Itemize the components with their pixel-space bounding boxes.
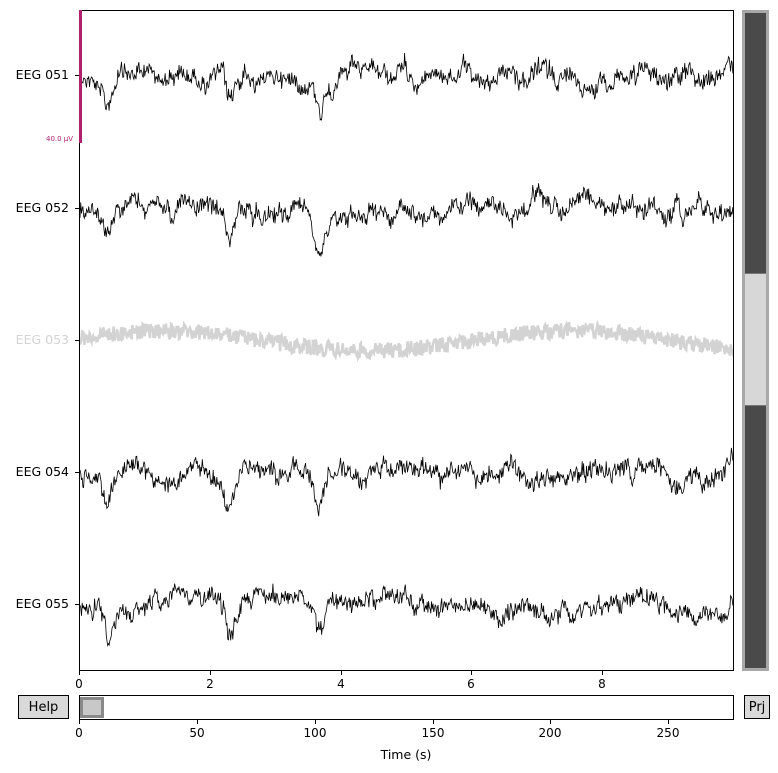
overview-tick-label: 100 (303, 726, 327, 740)
eeg-trace-4[interactable] (80, 447, 734, 517)
projectors-button[interactable]: Prj (744, 695, 770, 719)
time-scrollbar[interactable] (79, 695, 734, 720)
time-tick-label: 6 (467, 677, 475, 691)
time-tick-mark (79, 671, 80, 675)
help-button[interactable]: Help (18, 695, 69, 719)
channel-scrollbar[interactable] (742, 10, 769, 671)
time-tick-mark (602, 671, 603, 675)
y-tick-mark (75, 604, 79, 605)
channel-label-4[interactable]: EEG 054 (15, 464, 69, 479)
time-tick-label: 2 (206, 677, 214, 691)
overview-tick-mark (315, 720, 316, 724)
x-axis-label: Time (s) (380, 747, 432, 762)
channel-label-2[interactable]: EEG 052 (15, 200, 69, 215)
overview-tick-mark (197, 720, 198, 724)
time-tick-label: 0 (75, 677, 83, 691)
channel-label-5[interactable]: EEG 055 (15, 596, 69, 611)
trace-plot-area[interactable] (79, 10, 734, 671)
overview-tick-label: 250 (656, 726, 680, 740)
overview-tick-mark (668, 720, 669, 724)
overview-tick-mark (433, 720, 434, 724)
trace-canvas (80, 52, 734, 647)
scale-bar (79, 10, 82, 143)
eeg-trace-5[interactable] (80, 583, 734, 647)
scale-bar-label: 40.0 µV (46, 135, 74, 143)
overview-tick-label: 200 (538, 726, 562, 740)
time-tick-mark (341, 671, 342, 675)
overview-tick-label: 150 (421, 726, 445, 740)
y-tick-mark (75, 340, 79, 341)
time-scrollbar-thumb[interactable] (80, 697, 104, 718)
y-tick-mark (75, 75, 79, 76)
eeg-trace-2[interactable] (80, 183, 734, 257)
time-tick-label: 4 (337, 677, 345, 691)
eeg-trace-3[interactable] (80, 319, 734, 363)
overview-tick-label: 50 (189, 726, 205, 740)
channel-label-1[interactable]: EEG 051 (15, 67, 69, 82)
eeg-trace-1[interactable] (80, 52, 734, 121)
y-tick-mark (75, 472, 79, 473)
y-tick-mark (75, 208, 79, 209)
overview-tick-mark (550, 720, 551, 724)
time-tick-mark (471, 671, 472, 675)
overview-tick-mark (79, 720, 80, 724)
channel-scrollbar-thumb[interactable] (745, 273, 766, 406)
time-tick-mark (210, 671, 211, 675)
channel-label-3[interactable]: EEG 053 (15, 332, 69, 347)
time-tick-label: 8 (598, 677, 606, 691)
overview-tick-label: 0 (75, 726, 83, 740)
